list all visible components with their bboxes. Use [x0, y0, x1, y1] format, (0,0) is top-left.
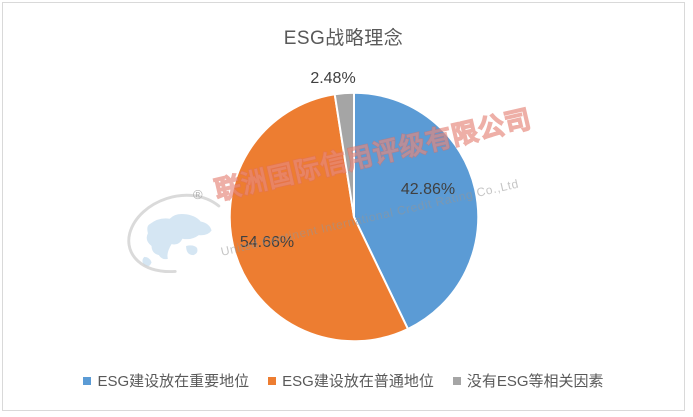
data-label-ordinary: 54.66%	[239, 234, 295, 251]
legend-swatch-gray-icon	[452, 376, 461, 385]
legend-label-ordinary: ESG建设放在普通地位	[282, 373, 434, 390]
legend-swatch-blue-icon	[83, 376, 92, 385]
globe-logo-icon	[127, 193, 221, 273]
data-label-important: 42.86%	[400, 181, 456, 198]
legend-swatch-orange-icon	[268, 376, 277, 385]
pie-slice-1	[228, 93, 409, 343]
data-label-none: 2.48%	[310, 70, 356, 87]
pie-chart	[228, 91, 480, 343]
legend-item-ordinary: ESG建设放在普通地位	[268, 370, 434, 391]
legend-label-none: 没有ESG等相关因素	[466, 373, 604, 390]
chart-frame: ESG战略理念 42.86% 54.66% 2.48% ESG建设放在重要地位 …	[2, 2, 685, 411]
legend-item-important: ESG建设放在重要地位	[83, 370, 249, 391]
chart-legend: ESG建设放在重要地位 ESG建设放在普通地位 没有ESG等相关因素	[3, 370, 684, 391]
pie-slice-2	[333, 91, 355, 218]
pie-slice-0	[353, 91, 480, 330]
chart-title: ESG战略理念	[283, 28, 404, 49]
legend-label-important: ESG建设放在重要地位	[97, 373, 250, 390]
registered-trademark-icon: ®	[193, 187, 203, 202]
legend-item-none: 没有ESG等相关因素	[452, 370, 604, 391]
